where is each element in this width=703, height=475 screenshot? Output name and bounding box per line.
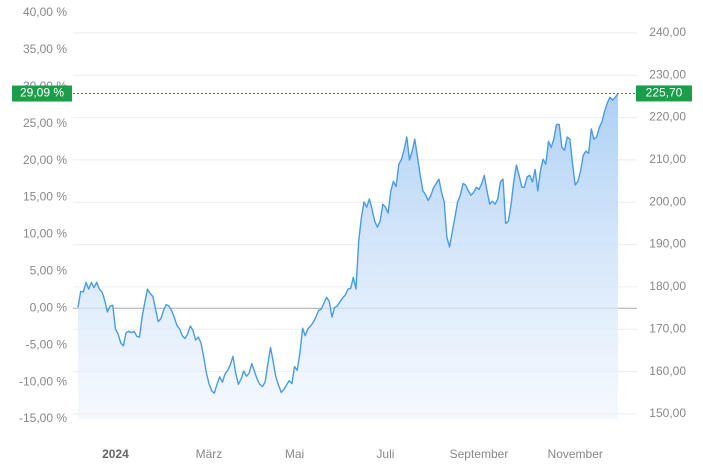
value-tag (12, 85, 72, 102)
y-tick-label: -5,00 % (26, 337, 68, 351)
y2-tick-label: 150,00 (649, 406, 686, 420)
y-tick-label: -15,00 % (19, 411, 67, 425)
y2-tick-label: 180,00 (649, 279, 686, 293)
y-tick-label: 35,00 % (23, 42, 67, 56)
x-tick-label: Juli (376, 447, 394, 461)
value-tag-label: 225,70 (646, 86, 683, 100)
y-tick-label: 20,00 % (23, 153, 67, 167)
y2-tick-label: 210,00 (649, 152, 686, 166)
area (78, 93, 618, 419)
value-tag-label: 29,09 % (20, 86, 64, 100)
y-tick-label: 10,00 % (23, 227, 67, 241)
y2-tick-label: 160,00 (649, 364, 686, 378)
y2-tick-label: 190,00 (649, 237, 686, 251)
y-tick-label: 5,00 % (30, 264, 68, 278)
y2-tick-label: 230,00 (649, 67, 686, 81)
x-tick-label: 2024 (102, 447, 129, 461)
line (77, 93, 619, 394)
value-tag (636, 85, 692, 102)
y2-tick-label: 240,00 (649, 25, 686, 39)
y-tick-label: 40,00 % (23, 5, 67, 19)
y2-tick-label: 170,00 (649, 321, 686, 335)
x-tick-label: Mai (285, 447, 304, 461)
x-tick-label: November (548, 447, 603, 461)
y2-tick-label: 220,00 (649, 110, 686, 124)
y-tick-label: 25,00 % (23, 116, 67, 130)
x-tick-label: September (450, 447, 509, 461)
y-tick-label: -10,00 % (19, 374, 67, 388)
y-tick-label: 0,00 % (30, 300, 68, 314)
y2-tick-label: 200,00 (649, 194, 686, 208)
x-tick-label: März (196, 447, 223, 461)
y-tick-label: 15,00 % (23, 190, 67, 204)
